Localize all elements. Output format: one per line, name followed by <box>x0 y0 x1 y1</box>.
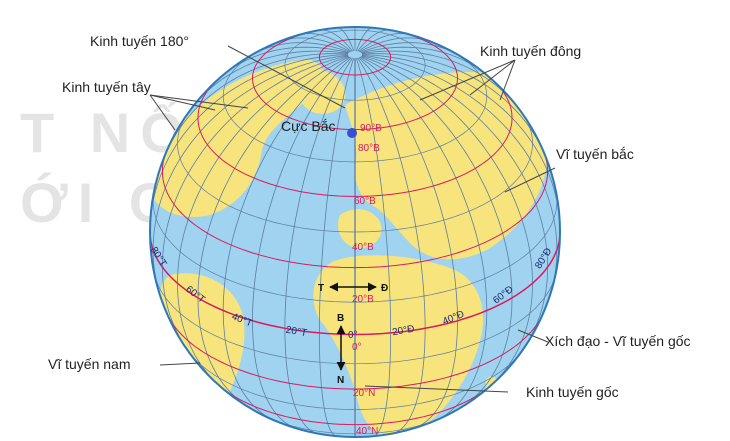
leader-east-1 <box>419 59 516 101</box>
lat-label-80n: 80°B <box>358 143 380 154</box>
lat-label-40s: 40°N <box>356 426 378 437</box>
land-north-america <box>150 59 324 218</box>
compass-south: N <box>337 375 344 386</box>
leader-west-1 <box>149 94 176 131</box>
parallel-line-labeled <box>197 78 513 197</box>
globe-outline <box>149 26 561 438</box>
leader-north-parallel <box>504 167 556 193</box>
parallel-line <box>152 190 558 303</box>
compass-west: T <box>318 283 324 294</box>
meridian-line <box>357 57 426 434</box>
compass: T Đ B N <box>318 282 388 386</box>
meridian-line <box>359 56 488 423</box>
land-europe-peninsula <box>337 209 382 249</box>
lon-label-20w: 20°T <box>285 325 308 340</box>
lon-label-0: 0° <box>348 330 358 341</box>
land-africa <box>313 255 484 437</box>
lat-label-20n: 20°B <box>352 294 374 305</box>
leader-east-3 <box>499 59 516 101</box>
lat-label-40n: 40°B <box>352 242 374 253</box>
parallel-line-labeled <box>215 382 495 426</box>
parallel-line-labeled <box>150 231 560 336</box>
meridian-line <box>160 53 349 167</box>
parallel-line <box>222 48 488 163</box>
label-north-parallel: Vĩ tuyến bắc <box>556 146 634 162</box>
leader-meridian-180 <box>227 45 346 109</box>
parallel-line-labeled <box>161 151 549 269</box>
leader-east-2 <box>469 59 516 96</box>
compass-north: B <box>337 313 344 324</box>
leader-equator <box>517 329 549 343</box>
lat-label-60n: 60°B <box>354 196 376 207</box>
meridian-line <box>161 55 349 357</box>
leader-lines <box>149 45 556 393</box>
label-north-pole: Cực Bắc <box>281 118 336 134</box>
label-east-meridian: Kinh tuyến đông <box>480 43 581 59</box>
meridian-line <box>319 57 355 437</box>
meridian-line <box>362 54 560 239</box>
parallel-line-labeled <box>318 38 392 76</box>
meridian-line <box>358 57 458 430</box>
meridian-line <box>355 57 391 437</box>
meridian-line <box>361 55 549 357</box>
meridian-line <box>361 53 550 167</box>
parallel-line <box>153 273 557 365</box>
lat-label-20s: 20°N <box>353 388 375 399</box>
meridian-line <box>150 54 348 239</box>
parallel-line <box>185 348 525 410</box>
label-south-parallel: Vĩ tuyến nam <box>48 356 131 372</box>
lon-label-20e: 20°Đ <box>391 324 415 339</box>
lat-label-90n: 90°B <box>360 123 382 134</box>
meridian-line <box>252 57 352 430</box>
compass-east: Đ <box>381 283 388 294</box>
leader-south-parallel <box>159 362 201 366</box>
meridian-line <box>222 56 351 423</box>
meridian-line <box>284 57 353 434</box>
label-west-meridian: Kinh tuyến tây <box>62 79 151 95</box>
lat-label-0: 0° <box>352 342 362 353</box>
label-prime-meridian: Kinh tuyến gốc <box>526 384 619 400</box>
land-greenland <box>296 68 346 114</box>
north-pole-dot <box>347 128 357 138</box>
leader-west-2 <box>149 94 216 111</box>
leader-prime-meridian <box>364 385 509 393</box>
label-equator: Xích đạo - Vĩ tuyến gốc <box>545 333 691 349</box>
label-meridian-180: Kinh tuyến 180° <box>90 33 189 49</box>
parallel-line <box>177 112 533 233</box>
parallel-line-labeled <box>166 312 544 390</box>
parallel-line <box>284 29 426 101</box>
leader-west-3 <box>149 94 249 109</box>
